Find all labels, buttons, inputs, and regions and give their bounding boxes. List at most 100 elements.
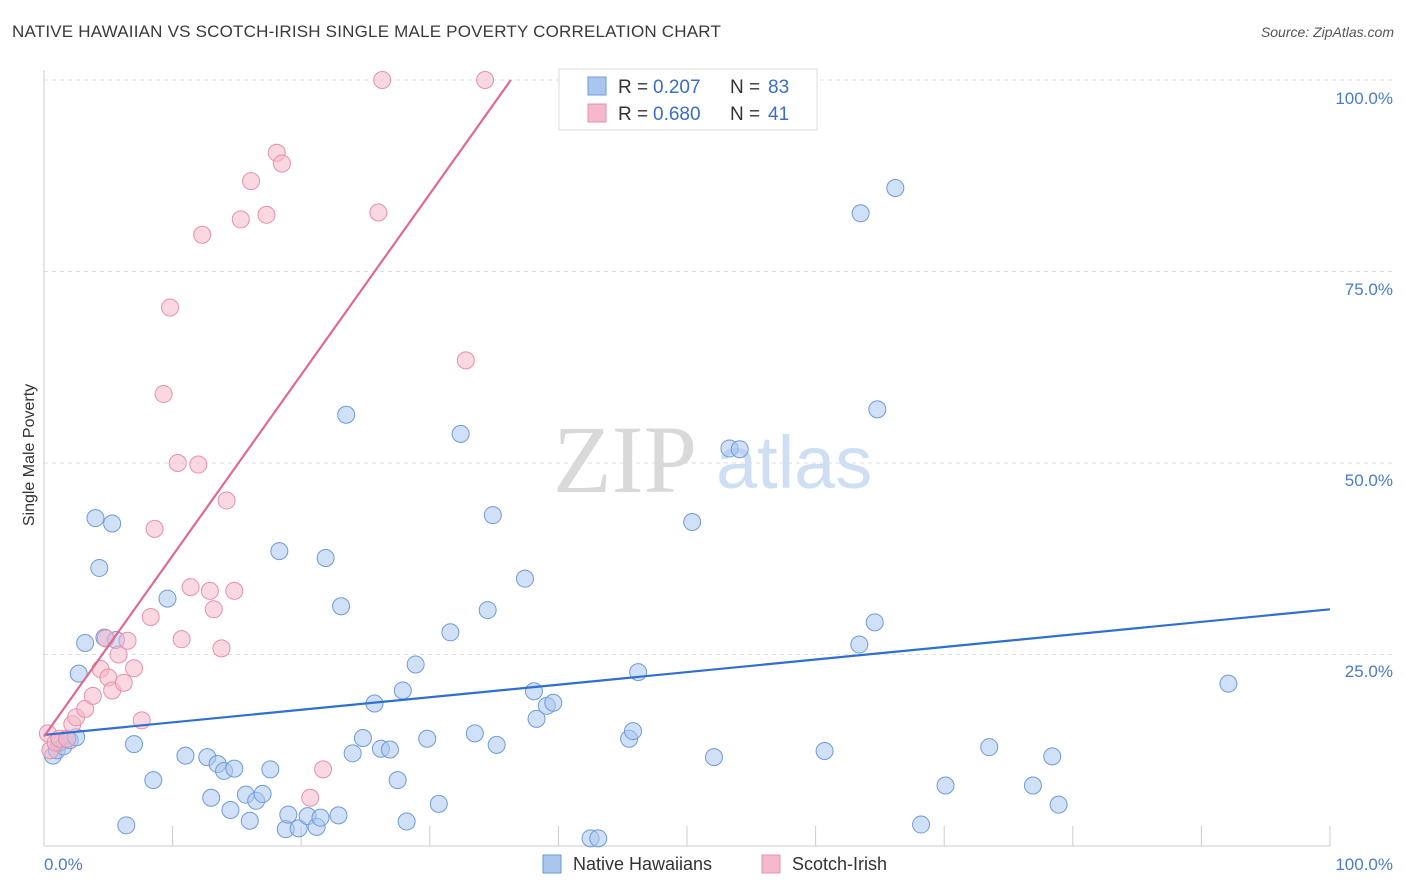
legend-n-value-2: 41 <box>768 104 789 125</box>
point-native-hawaiians <box>388 771 407 790</box>
legend-swatch-pink <box>587 103 607 123</box>
point-native-hawaiians <box>316 548 335 567</box>
legend-swatch-blue <box>587 76 607 96</box>
point-scotch-irish <box>200 581 219 600</box>
point-native-hawaiians <box>103 514 122 533</box>
point-native-hawaiians <box>221 800 240 819</box>
point-native-hawaiians <box>240 811 259 830</box>
series-native-hawaiians <box>44 179 1238 848</box>
bottom-legend-scotch-irish: Scotch-Irish <box>792 854 887 874</box>
point-native-hawaiians <box>912 815 931 834</box>
point-scotch-irish <box>114 673 133 692</box>
y-tick-25: 25.0% <box>1345 662 1393 681</box>
point-scotch-irish <box>145 519 164 538</box>
point-native-hawaiians <box>524 682 543 701</box>
point-native-hawaiians <box>980 738 999 757</box>
y-tick-75: 75.0% <box>1345 280 1393 299</box>
point-native-hawaiians <box>329 806 348 825</box>
point-scotch-irish <box>212 639 231 658</box>
point-native-hawaiians <box>144 771 163 790</box>
point-scotch-irish <box>301 788 320 807</box>
point-native-hawaiians <box>865 613 884 632</box>
point-scotch-irish <box>456 351 475 370</box>
point-native-hawaiians <box>683 512 702 531</box>
point-native-hawaiians <box>1219 674 1238 693</box>
watermark-atlas: atlas <box>716 421 872 504</box>
point-scotch-irish <box>373 71 392 89</box>
point-native-hawaiians <box>850 635 869 654</box>
point-scotch-irish <box>172 630 191 649</box>
legend-n-value-1: 83 <box>768 77 789 98</box>
point-scotch-irish <box>242 172 261 191</box>
point-native-hawaiians <box>86 509 105 528</box>
series-legend: Native Hawaiians Scotch-Irish <box>542 854 887 874</box>
point-scotch-irish <box>476 71 495 89</box>
point-native-hawaiians <box>261 760 280 779</box>
point-scotch-irish <box>154 385 173 404</box>
point-scotch-irish <box>141 607 160 626</box>
point-native-hawaiians <box>289 819 308 838</box>
point-native-hawaiians <box>253 784 272 803</box>
trend-line-scotch-irish <box>43 79 512 738</box>
point-native-hawaiians <box>815 742 834 761</box>
watermark-zip: ZIP <box>553 406 697 513</box>
point-native-hawaiians <box>353 728 372 747</box>
bottom-legend-native-hawaiians: Native Hawaiians <box>573 854 712 874</box>
point-scotch-irish <box>189 455 208 474</box>
point-scotch-irish <box>272 154 291 173</box>
point-native-hawaiians <box>1023 776 1042 795</box>
point-native-hawaiians <box>279 805 298 824</box>
legend-r-value-1: 0.207 <box>653 77 701 98</box>
legend-n-label-2: N = <box>730 104 765 125</box>
point-native-hawaiians <box>397 812 416 831</box>
point-native-hawaiians <box>1043 747 1062 766</box>
series-scotch-irish <box>38 71 495 807</box>
point-native-hawaiians <box>1049 795 1068 814</box>
point-native-hawaiians <box>544 693 563 712</box>
point-native-hawaiians <box>90 558 109 577</box>
legend-r-value-2: 0.680 <box>653 104 701 125</box>
point-native-hawaiians <box>125 735 144 754</box>
point-native-hawaiians <box>332 597 351 616</box>
x-tick-0: 0.0% <box>44 855 83 874</box>
point-scotch-irish <box>83 686 102 705</box>
point-scotch-irish <box>204 600 223 619</box>
legend-r-label-1: R = <box>618 77 653 98</box>
point-scotch-irish <box>225 581 244 600</box>
point-scotch-irish <box>109 645 128 664</box>
point-native-hawaiians <box>705 748 724 767</box>
point-native-hawaiians <box>311 808 330 827</box>
point-native-hawaiians <box>270 542 289 561</box>
x-tick-100: 100.0% <box>1335 855 1393 874</box>
bottom-legend-swatch-blue <box>542 854 562 874</box>
point-native-hawaiians <box>623 722 642 741</box>
point-native-hawaiians <box>487 735 506 754</box>
point-native-hawaiians <box>589 829 608 848</box>
point-scotch-irish <box>217 491 236 510</box>
point-native-hawaiians <box>515 569 534 588</box>
point-scotch-irish <box>118 631 137 650</box>
point-native-hawaiians <box>451 424 470 443</box>
point-native-hawaiians <box>117 816 136 835</box>
point-native-hawaiians <box>337 405 356 424</box>
point-native-hawaiians <box>429 794 448 813</box>
point-native-hawaiians <box>886 179 905 198</box>
point-scotch-irish <box>125 659 144 678</box>
point-native-hawaiians <box>343 744 362 763</box>
x-axis-ticks <box>172 826 1331 846</box>
point-native-hawaiians <box>418 729 437 748</box>
point-native-hawaiians <box>69 664 88 683</box>
point-native-hawaiians <box>465 724 484 743</box>
point-native-hawaiians <box>380 740 399 759</box>
point-scotch-irish <box>193 225 212 244</box>
point-native-hawaiians <box>393 681 412 700</box>
chart-title: NATIVE HAWAIIAN VS SCOTCH-IRISH SINGLE M… <box>12 22 722 41</box>
legend-n-label-1: N = <box>730 77 765 98</box>
y-tick-50: 50.0% <box>1345 471 1393 490</box>
point-scotch-irish <box>181 578 200 597</box>
point-native-hawaiians <box>936 776 955 795</box>
point-scotch-irish <box>96 629 115 648</box>
point-native-hawaiians <box>478 601 497 620</box>
point-scotch-irish <box>161 298 180 317</box>
point-native-hawaiians <box>851 204 870 223</box>
